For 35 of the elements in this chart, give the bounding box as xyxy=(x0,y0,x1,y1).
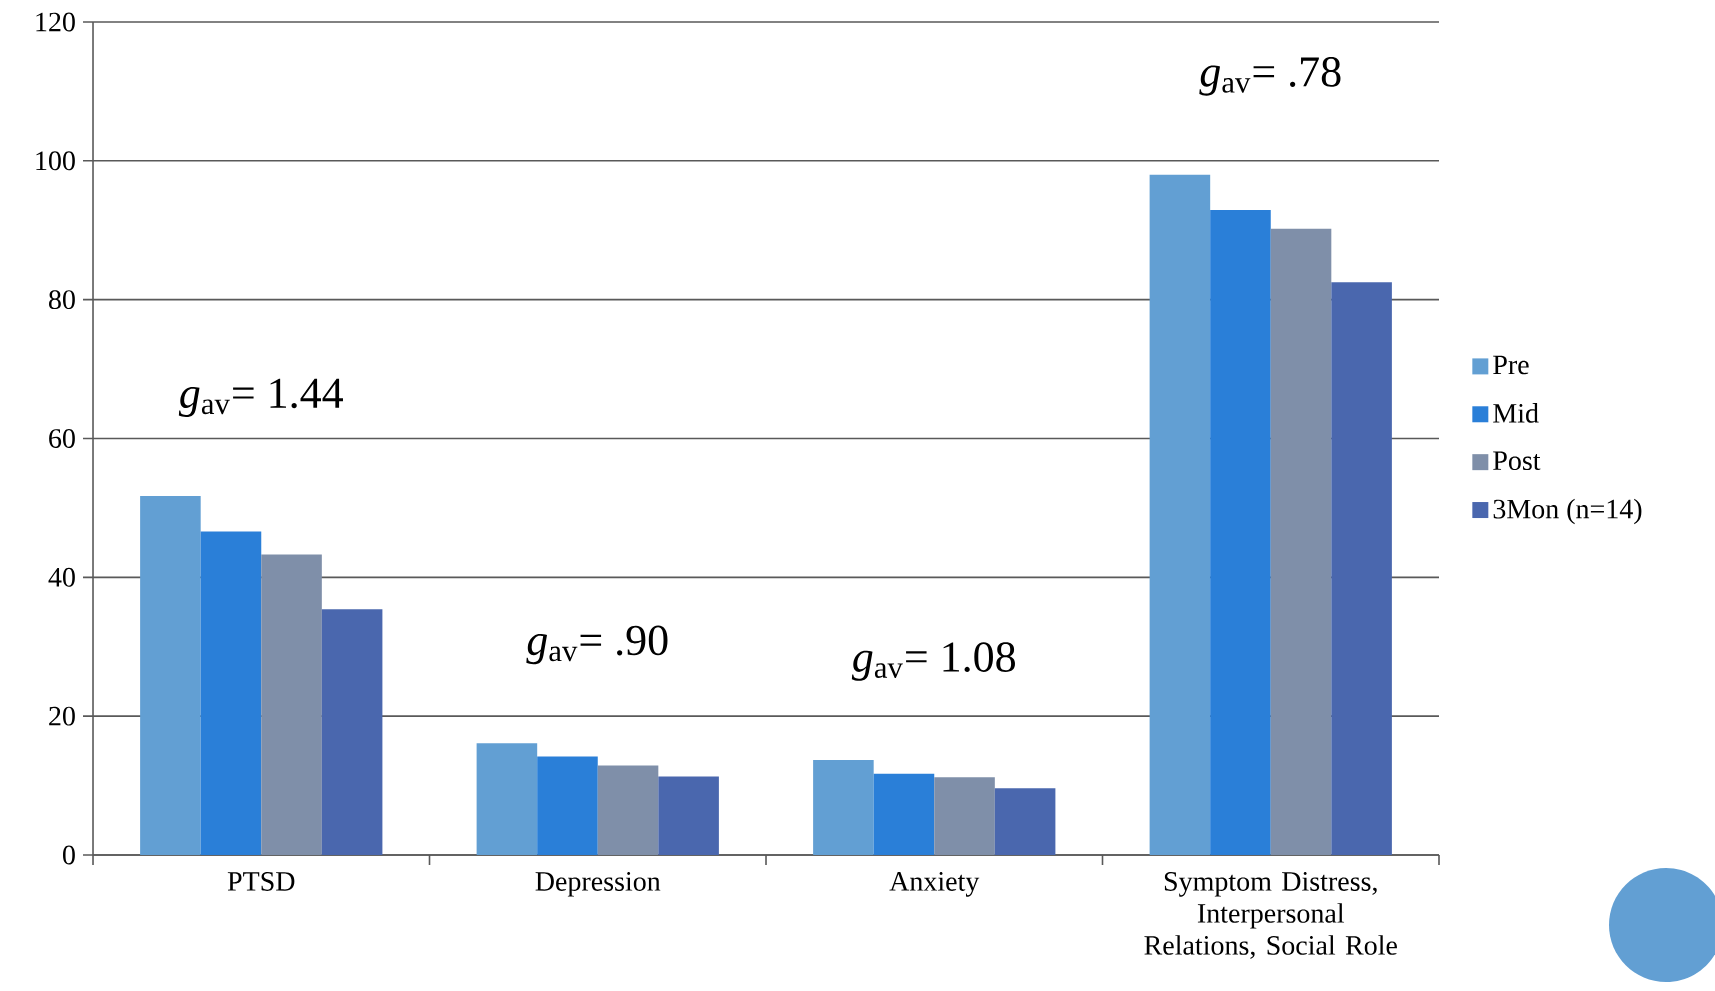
bar xyxy=(200,531,262,855)
y-tick-label: 80 xyxy=(49,290,75,310)
legend-label: Mid xyxy=(1493,403,1539,423)
y-tick-label: 20 xyxy=(49,706,75,726)
y-tick-label: 0 xyxy=(63,845,75,865)
bar xyxy=(934,777,995,855)
bar xyxy=(1331,282,1392,855)
annotation: g$_{av}$= .90 xyxy=(526,625,668,665)
x-tick-label: PTSD xyxy=(227,872,295,891)
bar xyxy=(813,759,874,855)
y-tick-label: 120 xyxy=(36,12,75,32)
bar xyxy=(1210,210,1271,855)
y-tick-label: 60 xyxy=(49,429,75,448)
bar xyxy=(1270,228,1332,855)
x-tick-label: Depression xyxy=(535,872,661,897)
bar xyxy=(994,788,1056,855)
bar xyxy=(537,756,598,855)
legend-label: Post xyxy=(1493,451,1541,471)
bar xyxy=(321,609,383,855)
legend-label: 3Mon (n=14) xyxy=(1493,498,1642,525)
bar xyxy=(597,765,659,855)
bar xyxy=(140,496,201,855)
bar xyxy=(1149,174,1211,855)
y-tick-label: 100 xyxy=(36,151,75,171)
annotation: g$_{av}$= 1.08 xyxy=(851,642,1015,681)
bar xyxy=(476,743,538,855)
bar xyxy=(658,776,719,855)
bar xyxy=(261,554,322,855)
x-tick-label: Symptom Distress, Interpersonal Relations, Social Role xyxy=(1144,872,1397,959)
bar xyxy=(873,773,935,855)
annotation: g$_{av}$= 1.44 xyxy=(178,378,343,418)
y-tick-label: 40 xyxy=(48,567,75,587)
annotation: g$_{av}$= .78 xyxy=(1199,57,1341,96)
x-tick-label: Anxiety xyxy=(889,872,980,897)
legend-label: Pre xyxy=(1493,355,1529,375)
